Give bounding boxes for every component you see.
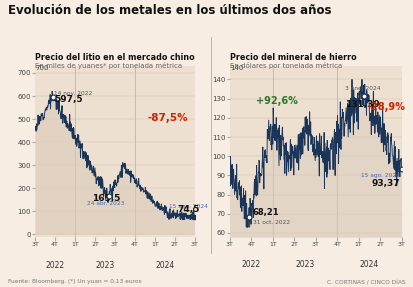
Text: 2023: 2023 <box>294 260 314 269</box>
Text: 24 abr. 2023: 24 abr. 2023 <box>87 201 124 206</box>
Text: 165,5: 165,5 <box>92 194 120 203</box>
Text: 700: 700 <box>35 65 49 71</box>
Text: Evolución de los metales en los últimos dos años: Evolución de los metales en los últimos … <box>8 4 331 17</box>
Text: 68,21: 68,21 <box>252 208 279 217</box>
Text: En dólares por tonelada métrica: En dólares por tonelada métrica <box>229 62 341 69</box>
Text: En miles de yuanes* por tonelada métrica: En miles de yuanes* por tonelada métrica <box>35 62 182 69</box>
Text: 3 ene. 2024: 3 ene. 2024 <box>344 86 379 91</box>
Text: Precio del litio en el mercado chino: Precio del litio en el mercado chino <box>35 53 195 62</box>
Text: -87,5%: -87,5% <box>147 113 188 123</box>
Text: 2022: 2022 <box>45 261 64 270</box>
Text: 2022: 2022 <box>241 260 260 269</box>
Text: 140: 140 <box>229 65 242 71</box>
Text: 2024: 2024 <box>359 260 378 269</box>
Text: -28,9%: -28,9% <box>366 102 404 113</box>
Text: 15 ago. 2024: 15 ago. 2024 <box>360 172 399 178</box>
Text: 31 oct. 2022: 31 oct. 2022 <box>252 220 289 225</box>
Text: Fuente: Bloomberg. (*) Un yuan = 0,13 euros: Fuente: Bloomberg. (*) Un yuan = 0,13 eu… <box>8 279 142 284</box>
Text: 15 ago. 2024: 15 ago. 2024 <box>169 204 208 209</box>
Text: 74,5: 74,5 <box>177 205 199 214</box>
Text: C. CORTINAS / CINCO DÍAS: C. CORTINAS / CINCO DÍAS <box>326 279 405 284</box>
Text: 131,39: 131,39 <box>344 100 379 109</box>
Text: 2024: 2024 <box>155 261 174 270</box>
Text: 93,37: 93,37 <box>370 179 399 188</box>
Text: 2023: 2023 <box>95 261 114 270</box>
Text: Precio del mineral de hierro: Precio del mineral de hierro <box>229 53 356 62</box>
Text: +92,6%: +92,6% <box>255 96 297 106</box>
Text: 14 nov. 2022: 14 nov. 2022 <box>54 91 93 96</box>
Text: 597,5: 597,5 <box>54 96 83 104</box>
